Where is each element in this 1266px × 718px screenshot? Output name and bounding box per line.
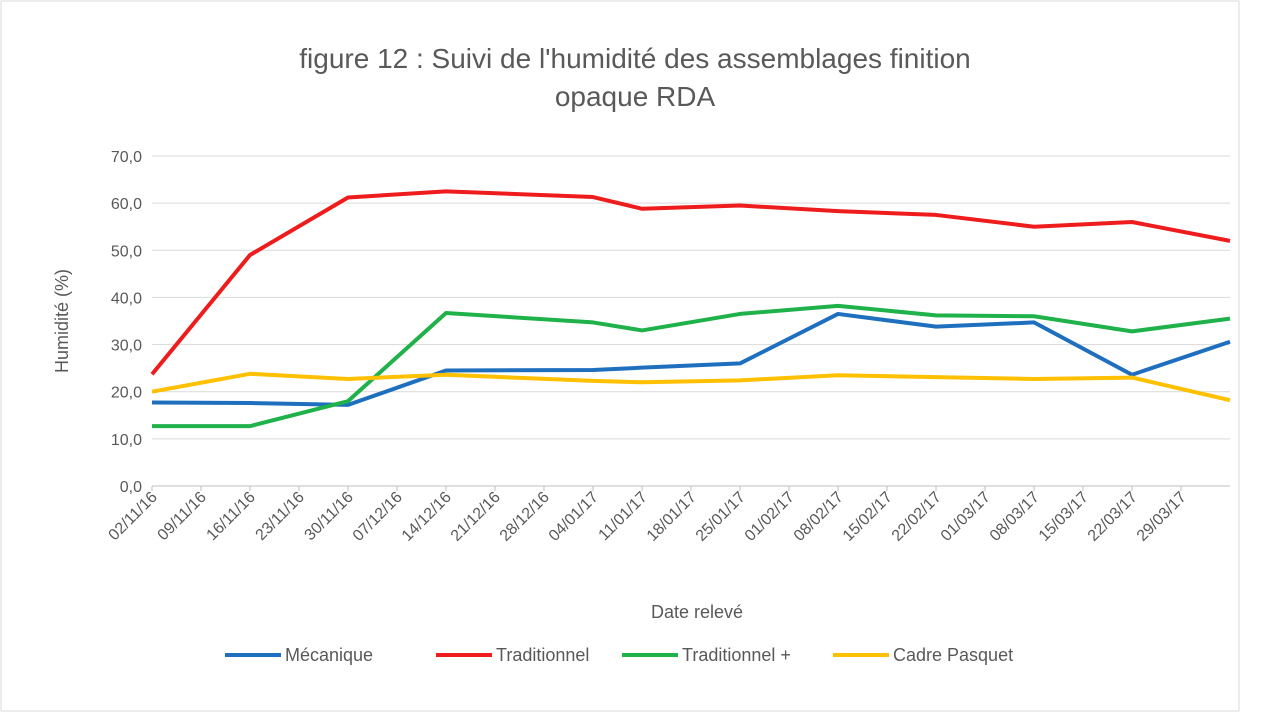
y-tick-label: 20,0 xyxy=(111,385,142,402)
legend-label: Traditionnel xyxy=(496,645,589,665)
title-box: figure 12 : Suivi de l'humidité des asse… xyxy=(299,43,971,112)
legend-label: Mécanique xyxy=(285,645,373,665)
y-axis-title: Humidité (%) xyxy=(52,269,72,373)
y-tick-label: 10,0 xyxy=(111,432,142,449)
y-tick-label: 60,0 xyxy=(111,196,142,213)
y-tick-label: 0,0 xyxy=(120,479,142,496)
series-line xyxy=(152,303,1231,429)
series-line xyxy=(151,371,1231,403)
y-tick-label: 30,0 xyxy=(111,338,142,355)
legend-label: Cadre Pasquet xyxy=(893,645,1013,665)
legend-label: Traditionnel + xyxy=(682,645,791,665)
x-axis-title: Date relevé xyxy=(651,602,743,622)
chart-border xyxy=(0,0,1240,712)
chart-title: figure 12 : Suivi de l'humidité des asse… xyxy=(299,43,971,112)
y-tick-label: 70,0 xyxy=(111,149,142,166)
y-tick-label: 50,0 xyxy=(111,243,142,260)
series-line xyxy=(150,189,1231,376)
y-tick-label: 40,0 xyxy=(111,290,142,307)
